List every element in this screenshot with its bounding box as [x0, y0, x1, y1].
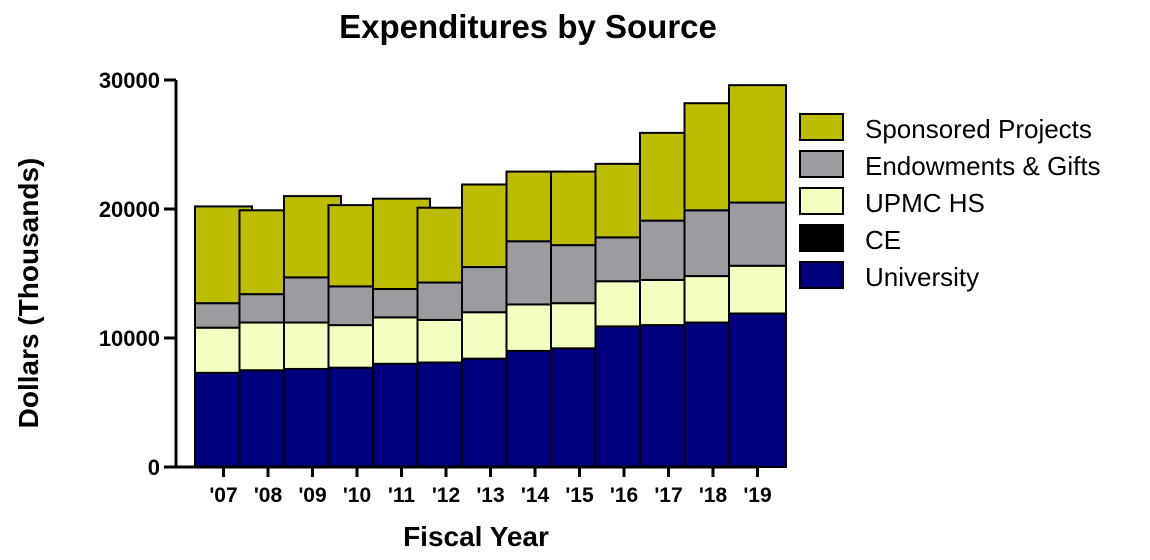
bar-segment: [729, 203, 786, 266]
legend-label: Endowments & Gifts: [865, 151, 1101, 181]
x-tick-label: '11: [388, 484, 416, 507]
legend-label: University: [865, 262, 979, 292]
bar-segment: [729, 85, 786, 202]
x-tick-label: '08: [254, 484, 283, 507]
legend-swatch: [800, 151, 843, 177]
y-tick-label: 30000: [99, 68, 160, 93]
legend-swatch: [800, 114, 843, 140]
x-tick-label: '19: [743, 484, 771, 507]
y-tick-label: 10000: [99, 326, 160, 351]
y-tick-label: 0: [148, 455, 160, 480]
legend: Sponsored Projects Endowments & Gifts UPMC…: [800, 114, 1101, 292]
legend-label: Sponsored Projects: [865, 114, 1092, 144]
x-tick-label: '10: [343, 484, 371, 507]
x-tick-label: '13: [476, 484, 504, 507]
bar-segment: [729, 266, 786, 314]
x-tick-label: '09: [298, 484, 326, 507]
bar-segment: [729, 313, 786, 467]
legend-label: CE: [865, 225, 901, 255]
x-axis-label: Fiscal Year: [403, 521, 549, 552]
x-tick-label: '12: [432, 484, 460, 507]
legend-swatch: [800, 225, 843, 251]
x-tick-label: '14: [521, 484, 550, 507]
chart-title: Expenditures by Source: [339, 8, 717, 45]
x-tick-label: '15: [565, 484, 594, 507]
y-axis-label: Dollars (Thousands): [13, 158, 44, 429]
x-tick-label: '18: [699, 484, 728, 507]
x-tick-label: '16: [610, 484, 638, 507]
legend-label: UPMC HS: [865, 188, 985, 218]
legend-swatch: [800, 262, 843, 288]
x-tick-label: '17: [654, 484, 682, 507]
plot-area: [195, 85, 786, 467]
y-tick-label: 20000: [99, 197, 160, 222]
legend-swatch: [800, 188, 843, 214]
x-tick-label: '07: [209, 484, 237, 507]
